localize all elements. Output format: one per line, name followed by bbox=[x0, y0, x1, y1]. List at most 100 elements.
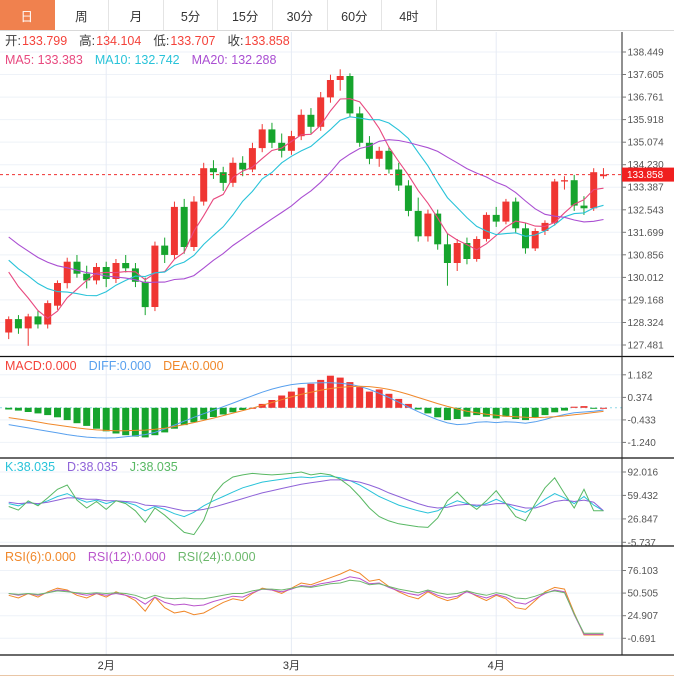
candle[interactable] bbox=[492, 214, 500, 222]
axis-tick-label: 136.761 bbox=[628, 93, 665, 104]
candle[interactable] bbox=[404, 185, 412, 211]
axis-tick-label: 130.856 bbox=[628, 250, 665, 261]
macd-bar bbox=[170, 407, 178, 429]
candle[interactable] bbox=[453, 243, 461, 263]
candle[interactable] bbox=[5, 319, 13, 333]
macd-bar bbox=[102, 407, 110, 432]
candle[interactable] bbox=[248, 148, 256, 170]
candle[interactable] bbox=[375, 150, 383, 159]
axis-tick-label: 137.605 bbox=[628, 70, 665, 81]
candle[interactable] bbox=[326, 80, 334, 98]
candle[interactable] bbox=[131, 268, 139, 282]
macd-bar bbox=[83, 407, 91, 426]
x-axis-month-label: 2月 bbox=[98, 660, 115, 672]
candle[interactable] bbox=[102, 267, 110, 279]
candle[interactable] bbox=[297, 114, 305, 137]
candle[interactable] bbox=[317, 97, 325, 127]
candle[interactable] bbox=[443, 244, 451, 263]
candle[interactable] bbox=[502, 201, 510, 222]
candle[interactable] bbox=[122, 263, 130, 269]
candle[interactable] bbox=[24, 316, 32, 329]
candle[interactable] bbox=[482, 214, 490, 239]
candle[interactable] bbox=[531, 231, 539, 249]
quote-label: 收: bbox=[227, 34, 244, 48]
period-tab[interactable]: 5分 bbox=[164, 0, 219, 30]
axis-tick-label: 133.387 bbox=[628, 183, 665, 194]
candle[interactable] bbox=[424, 213, 432, 237]
period-tab[interactable]: 4时 bbox=[382, 0, 437, 30]
candle[interactable] bbox=[365, 142, 373, 159]
candle[interactable] bbox=[356, 113, 364, 143]
candle[interactable] bbox=[239, 162, 247, 170]
candle[interactable] bbox=[522, 228, 529, 249]
candle[interactable] bbox=[561, 180, 568, 182]
candle[interactable] bbox=[54, 283, 61, 306]
candle[interactable] bbox=[200, 168, 208, 202]
candle[interactable] bbox=[63, 261, 71, 284]
candle[interactable] bbox=[83, 273, 91, 281]
macd-bar bbox=[326, 375, 334, 408]
period-tab[interactable]: 60分 bbox=[328, 0, 383, 30]
macd-bar bbox=[365, 391, 373, 408]
candle[interactable] bbox=[385, 150, 393, 170]
macd-bar bbox=[512, 407, 520, 419]
macd-bar bbox=[278, 395, 286, 408]
candle[interactable] bbox=[434, 213, 442, 245]
candle[interactable] bbox=[551, 181, 559, 223]
indicator-value: RSI(6):0.000 bbox=[5, 550, 76, 564]
indicator-value: MA5: 133.383 bbox=[5, 53, 83, 67]
candle[interactable] bbox=[580, 205, 588, 209]
macd-bar bbox=[590, 407, 598, 409]
candle[interactable] bbox=[161, 245, 169, 255]
candle[interactable] bbox=[112, 263, 120, 279]
candle[interactable] bbox=[346, 76, 354, 114]
quote-label: 开: bbox=[5, 34, 21, 48]
candle[interactable] bbox=[600, 174, 607, 177]
candle[interactable] bbox=[570, 180, 578, 206]
period-tab[interactable]: 15分 bbox=[218, 0, 273, 30]
candle[interactable] bbox=[336, 76, 344, 80]
macd-bar bbox=[541, 407, 549, 416]
period-tabbar: 日周月 5分 15分 30分 60分 4时 bbox=[0, 0, 674, 31]
macd-histogram bbox=[5, 375, 607, 438]
macd-bar bbox=[34, 407, 42, 414]
candle[interactable] bbox=[463, 243, 471, 259]
period-tab[interactable]: 日 bbox=[0, 0, 55, 30]
ma-bar: MA5: 133.383 MA10: 132.742 MA20: 132.288 bbox=[5, 53, 288, 68]
candle[interactable] bbox=[229, 162, 237, 183]
macd-bar bbox=[395, 398, 403, 408]
indicator-value: RSI(24):0.000 bbox=[177, 550, 256, 564]
period-tab[interactable]: 30分 bbox=[273, 0, 328, 30]
candle[interactable] bbox=[414, 210, 422, 237]
candle[interactable] bbox=[209, 168, 217, 173]
candle[interactable] bbox=[219, 172, 227, 183]
candle[interactable] bbox=[73, 261, 81, 274]
candle[interactable] bbox=[395, 169, 403, 186]
candle[interactable] bbox=[34, 316, 42, 325]
axis-tick-label: -0.691 bbox=[628, 634, 657, 645]
candle[interactable] bbox=[180, 206, 188, 247]
macd-bar bbox=[5, 407, 13, 410]
period-tab[interactable]: 周 bbox=[55, 0, 110, 30]
kdj-k-line bbox=[8, 475, 604, 518]
macd-bar bbox=[180, 407, 188, 426]
candle[interactable] bbox=[44, 303, 52, 325]
candle[interactable] bbox=[151, 245, 159, 307]
candle[interactable] bbox=[170, 206, 178, 255]
macd-bar bbox=[463, 407, 471, 417]
ma5-line bbox=[8, 98, 604, 319]
candle[interactable] bbox=[307, 114, 315, 127]
macd-bar bbox=[63, 407, 71, 421]
candle[interactable] bbox=[278, 142, 286, 151]
macd-bar: MACD:0.000 DIFF:0.000 DEA:0.000 bbox=[5, 359, 236, 374]
candle[interactable] bbox=[287, 136, 295, 151]
candle[interactable] bbox=[512, 201, 520, 229]
candle[interactable] bbox=[268, 129, 276, 143]
candle[interactable] bbox=[14, 319, 22, 329]
candle[interactable] bbox=[190, 201, 198, 247]
candle[interactable] bbox=[141, 281, 149, 308]
candle[interactable] bbox=[258, 129, 266, 149]
candle[interactable] bbox=[473, 239, 481, 259]
period-tab[interactable]: 月 bbox=[109, 0, 164, 30]
